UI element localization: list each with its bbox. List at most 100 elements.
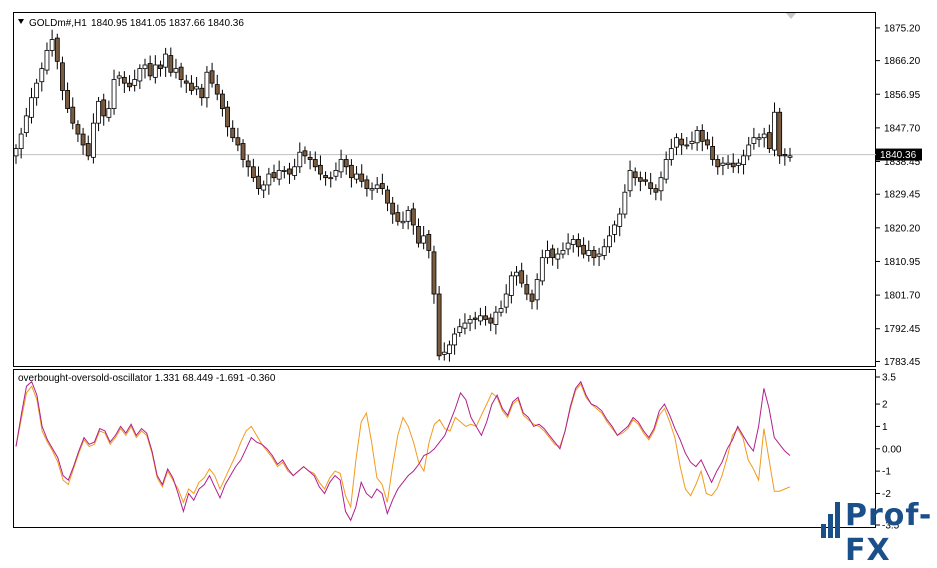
price-tick-label: 1875.20 xyxy=(884,23,921,34)
candle xyxy=(766,124,772,153)
candle xyxy=(39,62,45,92)
candle xyxy=(323,171,329,186)
candle xyxy=(163,47,169,77)
candle xyxy=(488,313,494,332)
candle xyxy=(601,238,607,260)
candle xyxy=(385,185,390,212)
price-tick-label: 1847.70 xyxy=(884,123,921,134)
candle xyxy=(333,162,339,181)
oscillator-line-orange xyxy=(15,382,791,509)
indicator-panel[interactable] xyxy=(13,369,876,528)
candle xyxy=(111,69,117,115)
candle xyxy=(266,167,272,195)
candle xyxy=(565,233,571,256)
indicator-tick-label: -1 xyxy=(882,467,891,478)
candle xyxy=(746,136,752,161)
candle xyxy=(230,120,236,143)
candle xyxy=(493,306,499,335)
candle xyxy=(550,244,556,266)
candle xyxy=(219,89,225,117)
candle xyxy=(596,247,602,267)
candle xyxy=(560,242,566,259)
candle xyxy=(457,318,463,337)
candle xyxy=(369,182,375,200)
price-tick-label: 1801.70 xyxy=(884,291,921,302)
candle xyxy=(447,340,452,362)
candle xyxy=(514,266,519,286)
candle xyxy=(245,154,251,177)
oscillator-line-purple xyxy=(15,380,791,522)
chart-menu-icon[interactable] xyxy=(18,19,24,24)
indicator-tick-label: 3.5 xyxy=(882,373,896,384)
candle xyxy=(390,196,396,224)
indicator-tick-label: 1 xyxy=(882,422,888,433)
price-scale: 1875.20 1866.20 1856.95 1847.70 1838.45 1829.… xyxy=(876,23,921,368)
candle xyxy=(715,155,721,175)
candle xyxy=(137,64,143,89)
candle xyxy=(395,204,401,226)
candle xyxy=(777,107,783,164)
candle xyxy=(627,160,633,197)
candle xyxy=(699,124,705,152)
candle xyxy=(173,58,179,79)
ohlc-readout: 1840.95 1841.05 1837.66 1840.36 xyxy=(91,18,244,29)
indicator-scale: 3.5 2 1 0.00 -1 -2 -3.5 xyxy=(876,373,902,532)
candle xyxy=(281,166,287,179)
candle xyxy=(555,247,561,269)
candle xyxy=(152,55,158,84)
candle xyxy=(70,97,76,130)
candle xyxy=(508,271,514,304)
price-tick-label: 1792.45 xyxy=(884,324,921,335)
candle xyxy=(576,233,581,257)
candle xyxy=(297,142,303,173)
chart-window: 1875.20 1866.20 1856.95 1847.70 1838.45 1829.… xyxy=(13,12,922,532)
candle xyxy=(648,172,654,195)
candle xyxy=(421,226,427,250)
indicator-label: overbought-oversold-oscillator 1.331 68.… xyxy=(18,373,276,384)
candle xyxy=(519,262,525,288)
candle xyxy=(65,82,70,113)
candle xyxy=(354,166,359,184)
candle xyxy=(235,127,241,152)
candle xyxy=(364,175,370,197)
candle xyxy=(101,93,107,126)
candle xyxy=(359,164,365,188)
candle xyxy=(720,156,726,176)
candle xyxy=(75,120,81,143)
candle xyxy=(694,126,700,151)
candle xyxy=(653,184,659,201)
candle xyxy=(194,76,200,96)
candle xyxy=(730,153,736,173)
candle xyxy=(142,58,148,79)
candle xyxy=(483,306,488,326)
candle xyxy=(106,100,112,122)
prof-fx-logo: Prof-FX xyxy=(815,494,937,568)
candle xyxy=(503,284,509,314)
candle xyxy=(132,69,138,92)
candle xyxy=(426,230,432,259)
candle xyxy=(225,100,230,137)
candle xyxy=(725,155,731,169)
candle xyxy=(338,149,344,179)
candle xyxy=(632,167,638,186)
candle xyxy=(674,133,679,156)
candle xyxy=(436,286,442,361)
candle xyxy=(462,313,468,335)
candle xyxy=(643,171,648,186)
candle xyxy=(307,151,313,170)
candle xyxy=(467,315,473,332)
indicator-tick-label: 2 xyxy=(882,400,888,411)
candle xyxy=(472,311,478,330)
chart-shift-marker-icon[interactable] xyxy=(786,13,796,19)
candle xyxy=(379,173,385,195)
current-price-marker: 1840.36 xyxy=(876,148,922,161)
candle xyxy=(570,235,576,253)
candle xyxy=(287,162,292,184)
candle xyxy=(581,237,586,259)
candle xyxy=(710,136,715,166)
candle xyxy=(679,132,685,155)
candle xyxy=(13,144,19,164)
symbol-label: GOLDm#,H1 xyxy=(29,18,87,29)
indicator-tick-label: -2 xyxy=(882,489,891,500)
candle xyxy=(261,180,267,199)
